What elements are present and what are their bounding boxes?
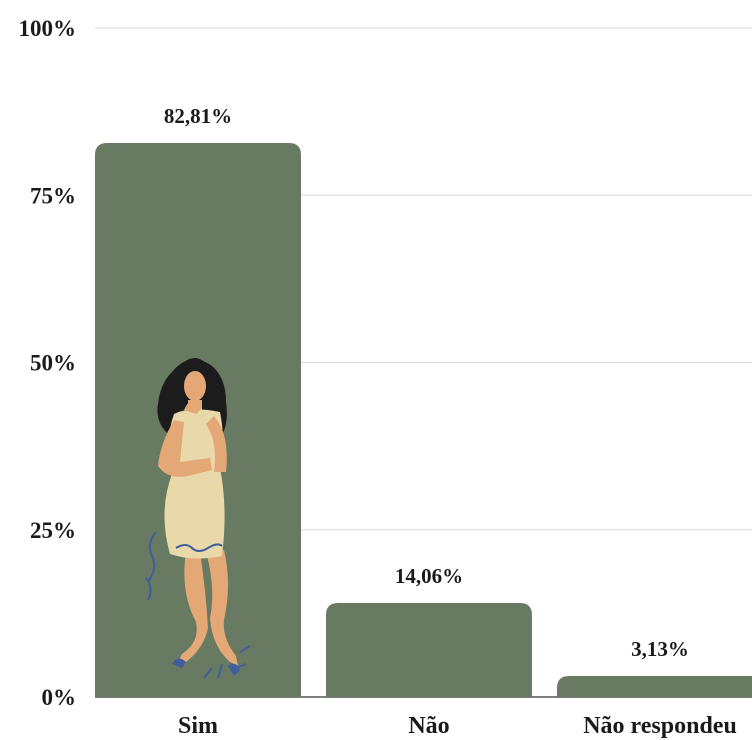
- y-tick-label: 0%: [42, 685, 77, 710]
- woman-thinking-illustration: [145, 358, 251, 679]
- x-category-label: Sim: [178, 713, 218, 739]
- x-category-label: Não: [408, 713, 449, 739]
- data-label: 82,81%: [164, 104, 232, 128]
- y-tick-label: 25%: [30, 518, 76, 543]
- data-label: 3,13%: [631, 637, 689, 661]
- bar-3: [557, 676, 752, 697]
- y-tick-label: 100%: [19, 16, 77, 41]
- x-category-label: Não respondeu: [583, 713, 737, 739]
- y-tick-label: 50%: [30, 351, 76, 376]
- data-label: 14,06%: [395, 564, 463, 588]
- y-tick-label: 75%: [30, 183, 76, 208]
- labels: 0% 25% 50% 75% 100% 82,81% Sim 14,06% Não 3,13% Nã…: [19, 16, 737, 739]
- bar-2: [326, 602, 532, 697]
